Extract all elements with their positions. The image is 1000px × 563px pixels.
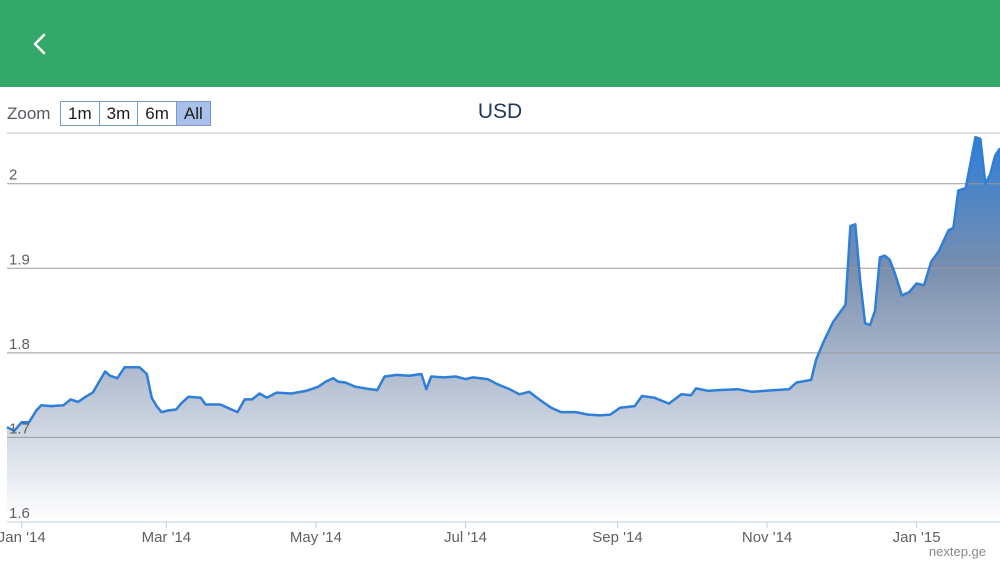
back-button[interactable]	[22, 24, 62, 64]
zoom-button-group: 1m 3m 6m All	[60, 101, 211, 126]
zoom-3m-button[interactable]: 3m	[99, 102, 139, 125]
x-tick-label: Sep '14	[592, 529, 642, 546]
y-tick-label: 1.9	[9, 251, 30, 268]
y-tick-label: 1.7	[9, 420, 30, 437]
x-tick-label: Mar '14	[142, 529, 192, 546]
x-tick-label: Jan '15	[893, 529, 941, 546]
x-tick-label: Jan '14	[0, 529, 46, 546]
zoom-6m-button[interactable]: 6m	[138, 102, 177, 125]
series-line	[6, 135, 1000, 432]
chevron-left-icon	[33, 33, 46, 55]
y-tick-label: 2	[9, 167, 17, 184]
x-tick-label: Nov '14	[742, 529, 792, 546]
y-tick-label: 1.6	[9, 505, 30, 522]
x-tick-label: Jul '14	[444, 529, 487, 546]
app-header	[0, 0, 1000, 87]
zoom-label: Zoom	[7, 104, 51, 123]
chart-title: USD	[477, 100, 523, 123]
x-tick-label: May '14	[290, 529, 342, 546]
credits-link[interactable]: nextep.ge	[928, 544, 986, 559]
series-area	[7, 137, 1000, 522]
zoom-1m-button[interactable]: 1m	[61, 102, 100, 125]
zoom-all-button[interactable]: All	[176, 102, 210, 125]
y-tick-label: 1.8	[9, 336, 30, 353]
